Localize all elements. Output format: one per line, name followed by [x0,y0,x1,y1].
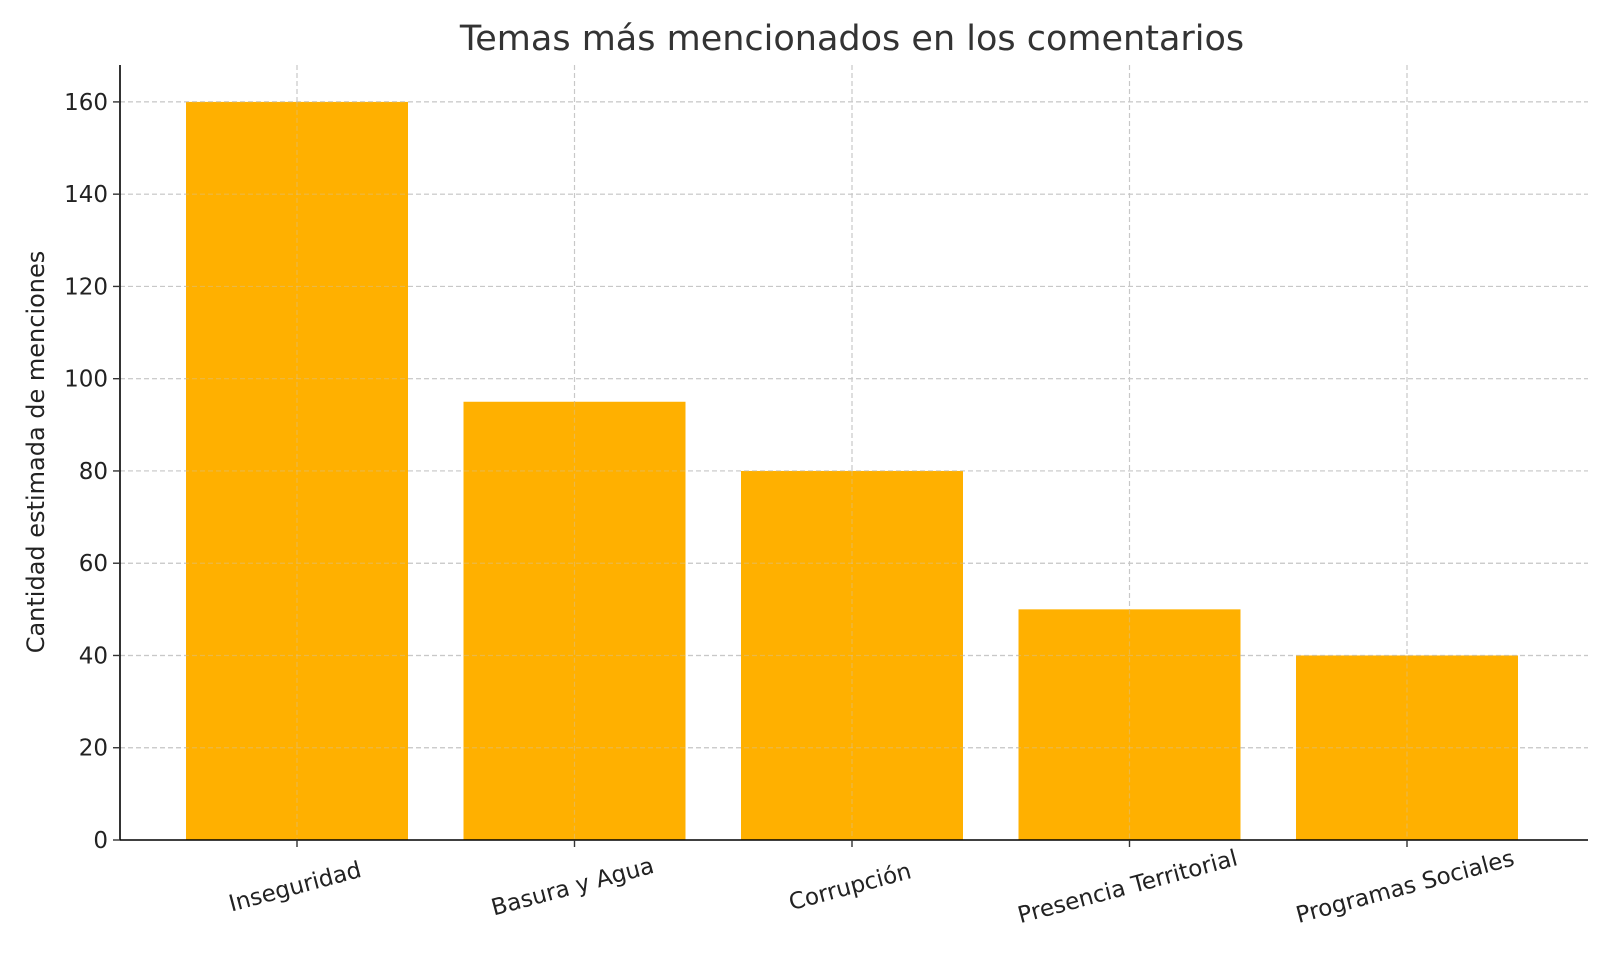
bar-4 [1296,655,1518,840]
x-axis-ticks: Inseguridad Basura y Agua Corrupción Presen… [226,840,1517,929]
y-tick-label: 20 [79,736,108,762]
y-tick-label: 40 [79,643,108,669]
y-tick-label: 80 [79,459,108,485]
y-axis-label: Cantidad estimada de menciones [22,251,50,654]
x-tick-label: Inseguridad [226,857,364,917]
y-axis-ticks: 0 20 40 60 80 100 120 140 160 [64,90,120,854]
x-tick-label: Presencia Territorial [1015,845,1240,929]
bar-0 [186,101,408,840]
y-tick-label: 160 [64,90,108,116]
y-tick-label: 100 [64,367,108,393]
chart-title: Temas más mencionados en los comentarios [459,19,1244,59]
bar-2 [741,470,963,840]
bar-3 [1018,609,1241,840]
y-tick-label: 60 [79,551,108,577]
y-tick-label: 120 [64,274,108,300]
y-tick-label: 0 [93,828,108,854]
bars [120,101,1588,840]
y-tick-label: 140 [64,182,108,208]
bar-1 [463,401,686,840]
x-tick-label: Basura y Agua [489,853,657,921]
x-tick-label: Programas Sociales [1293,846,1517,929]
x-tick-label: Corrupción [786,858,914,916]
